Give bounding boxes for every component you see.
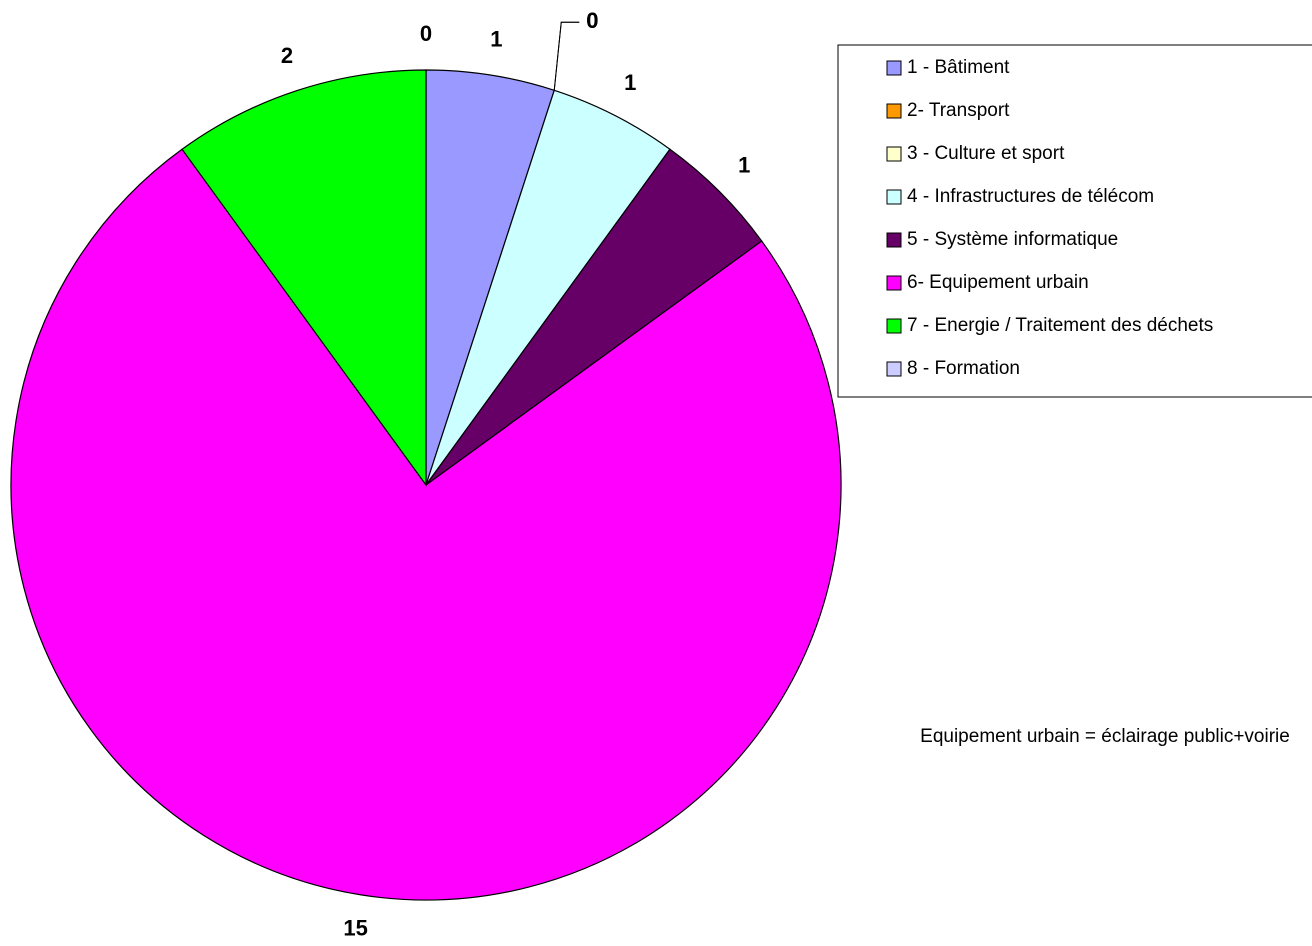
legend-swatch xyxy=(886,103,902,119)
legend-label: 6- Equipement urbain xyxy=(907,272,1089,293)
legend-swatch xyxy=(886,232,902,248)
legend-label: 1 - Bâtiment xyxy=(907,57,1010,78)
data-label: 0 xyxy=(586,8,598,33)
legend-swatch xyxy=(886,361,902,377)
legend-swatch xyxy=(886,60,902,76)
legend-box xyxy=(837,44,1312,398)
pie-slice xyxy=(181,69,427,487)
legend-label: 5 - Système informatique xyxy=(907,229,1118,250)
pie-slice xyxy=(10,148,842,901)
data-label: 2 xyxy=(281,43,293,68)
data-label: 0 xyxy=(420,21,432,46)
legend-label: 8 - Formation xyxy=(907,358,1020,379)
legend-label: 7 - Energie / Traitement des déchets xyxy=(907,315,1213,336)
data-label: 1 xyxy=(490,26,502,51)
legend-label: 3 - Culture et sport xyxy=(907,143,1065,164)
data-label: 1 xyxy=(624,70,636,95)
annotation: Equipement urbain = éclairage public+voi… xyxy=(920,726,1290,747)
legend-label: 2- Transport xyxy=(907,100,1010,121)
leader-line xyxy=(553,21,580,91)
legend-label: 4 - Infrastructures de télécom xyxy=(907,186,1154,207)
data-label: 0 xyxy=(586,8,598,33)
data-label: 1 xyxy=(738,153,750,178)
legend-swatch xyxy=(886,189,902,205)
legend-swatch xyxy=(886,318,902,334)
data-label: 15 xyxy=(343,915,367,940)
legend-swatch xyxy=(886,146,902,162)
legend-swatch xyxy=(886,275,902,291)
